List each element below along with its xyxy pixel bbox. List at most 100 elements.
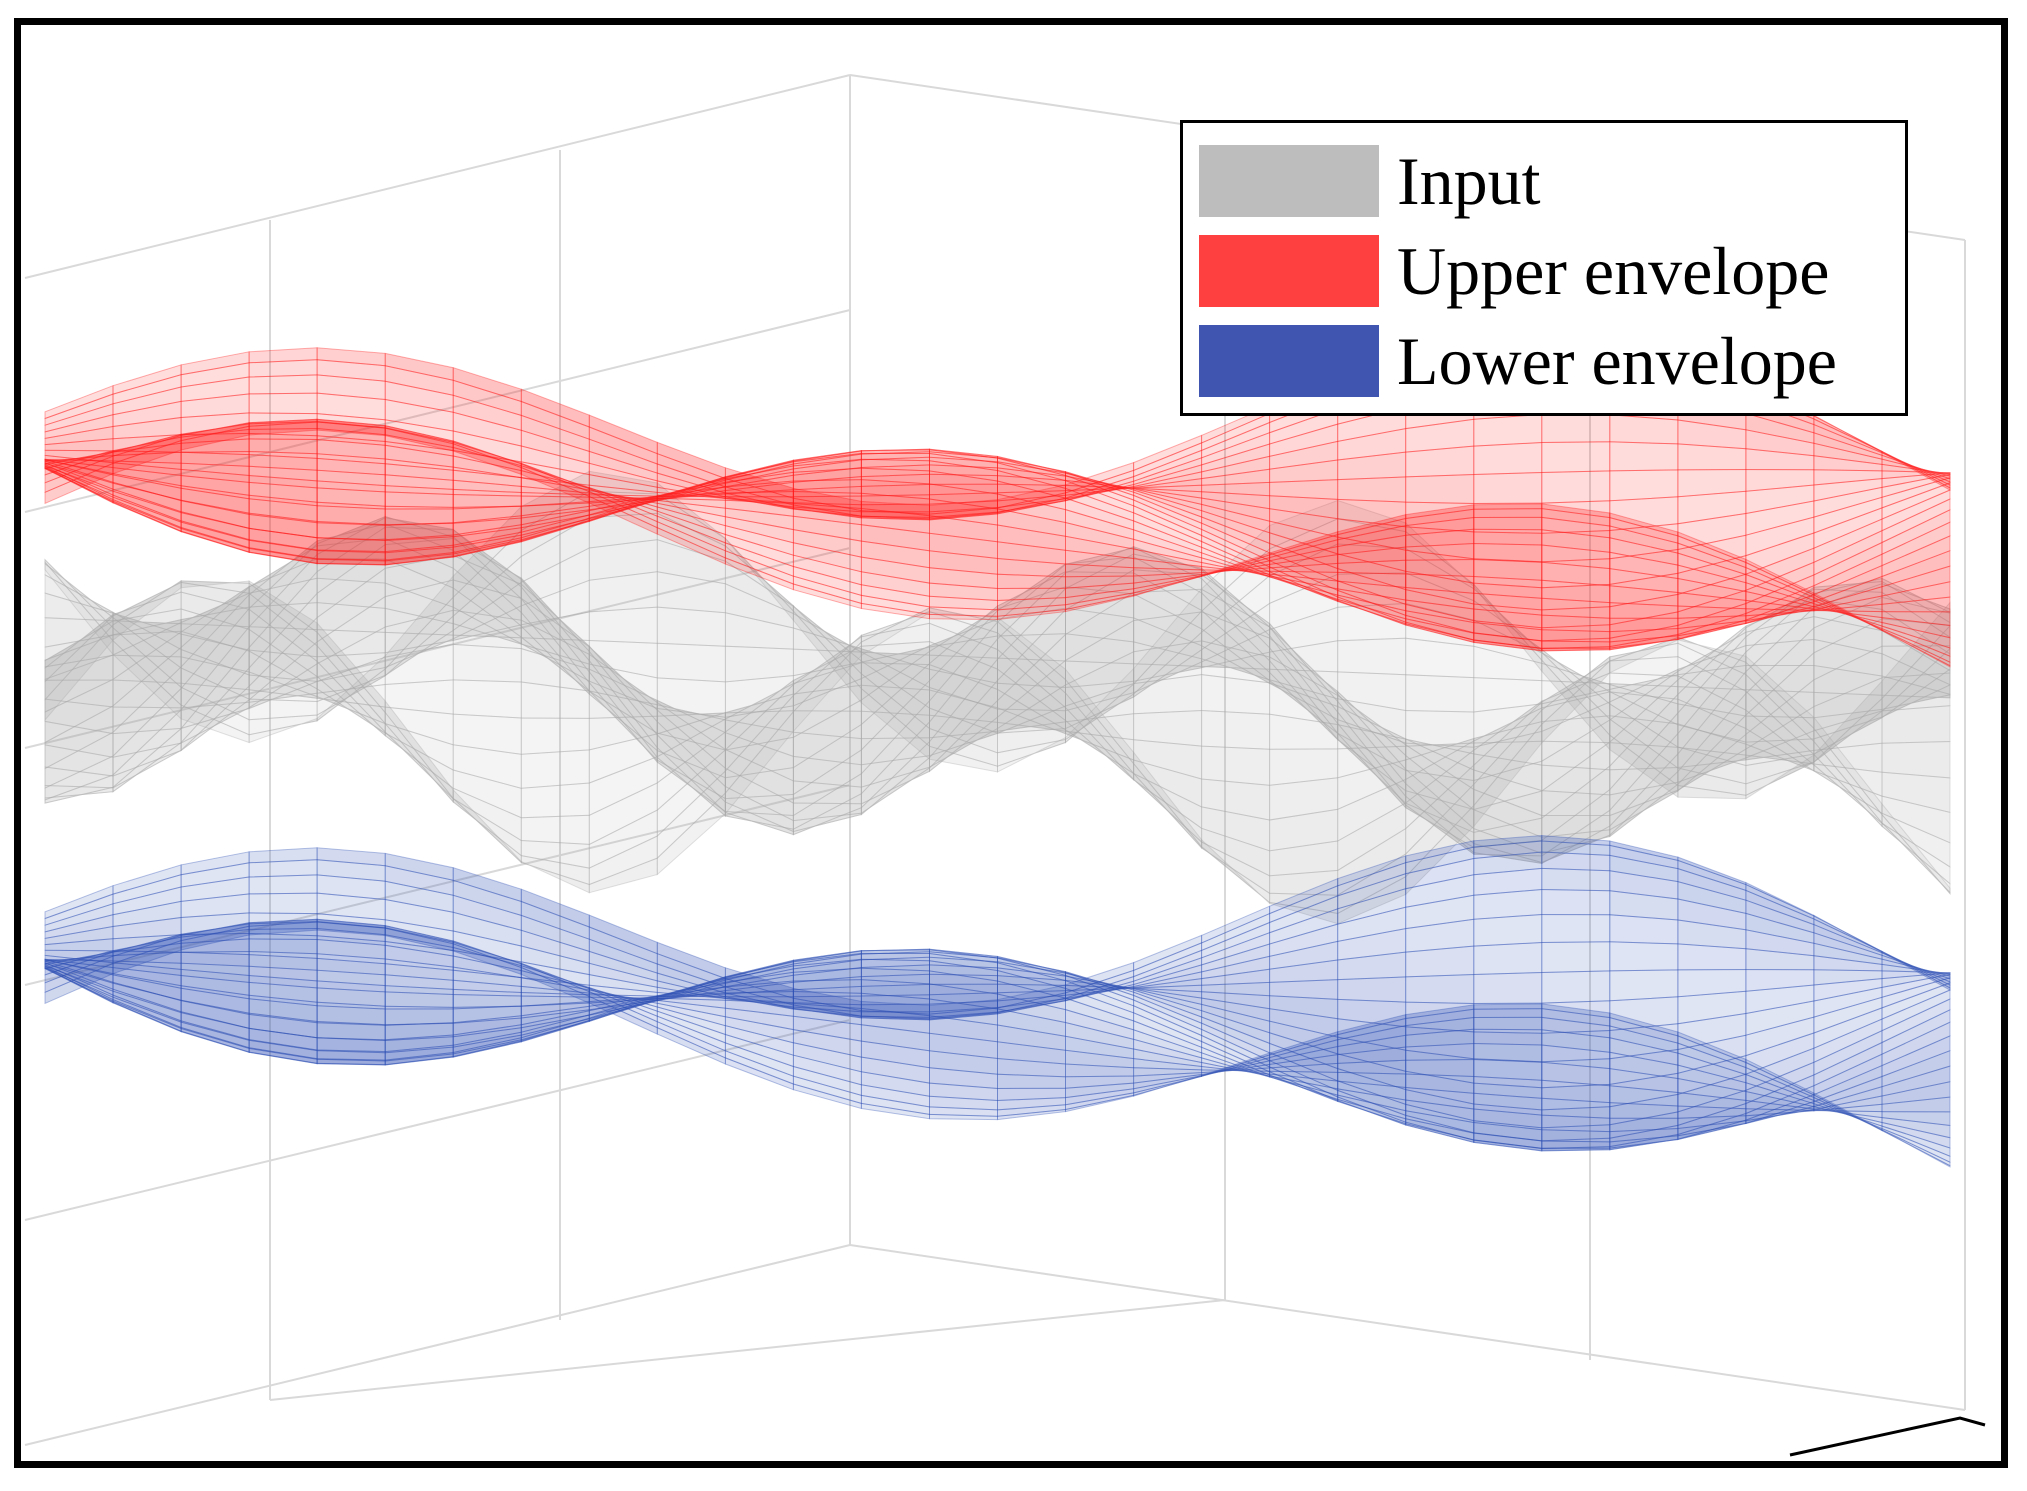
surface-patch	[248, 974, 318, 1003]
surface-patch	[1677, 1073, 1747, 1113]
surface-patch	[180, 450, 250, 467]
surface-patch	[44, 959, 114, 984]
surface-patch	[1881, 970, 1951, 980]
surface-patch	[180, 592, 250, 624]
surface-patch	[656, 986, 726, 1002]
surface-patch	[588, 998, 658, 1023]
surface-patch	[1473, 839, 1543, 857]
surface-patch	[1473, 503, 1543, 510]
surface-patch	[1609, 469, 1679, 502]
surface-patch	[1337, 602, 1407, 642]
surface-patch	[1133, 772, 1203, 850]
surface-patch	[384, 730, 454, 800]
surface-patch	[792, 953, 862, 970]
surface-patch	[1813, 942, 1883, 965]
surface-patch	[248, 1051, 318, 1065]
surface-patch	[1473, 1028, 1543, 1046]
legend-swatch-upper	[1199, 235, 1379, 307]
surface-patch	[44, 963, 114, 1001]
surface-patch	[724, 974, 794, 992]
surface-patch	[112, 934, 182, 953]
surface-patch	[1541, 672, 1611, 709]
surface-patch	[112, 886, 182, 916]
surface-patch	[1405, 521, 1475, 588]
surface-patch	[656, 990, 726, 1001]
surface-patch	[384, 898, 454, 932]
surface-patch	[452, 867, 522, 903]
surface-patch	[588, 999, 658, 1022]
surface-patch	[452, 949, 522, 979]
surface-patch	[929, 714, 998, 739]
surface-patch	[1269, 840, 1339, 877]
surface-patch	[384, 706, 454, 746]
surface-patch	[929, 1011, 998, 1021]
surface-patch	[724, 981, 794, 995]
surface-patch	[1337, 1080, 1407, 1117]
surface-patch	[384, 711, 454, 804]
surface-patch	[112, 579, 182, 626]
surface-patch	[1405, 445, 1475, 478]
surface-patch	[1405, 674, 1475, 713]
surface-patch	[44, 678, 114, 744]
surface-patch	[1065, 691, 1135, 781]
surface-patch	[1405, 737, 1475, 761]
surface-patch	[1269, 622, 1339, 703]
surface-patch	[316, 515, 386, 556]
surface-patch	[588, 755, 658, 817]
surface-patch	[1609, 783, 1679, 838]
surface-patch	[520, 991, 590, 1007]
surface-patch	[1065, 971, 1135, 997]
surface-patch	[1201, 611, 1271, 658]
surface-patch	[656, 718, 726, 784]
surface-patch	[180, 999, 250, 1030]
surface-patch	[452, 549, 522, 628]
surface-patch	[929, 707, 998, 754]
surface-patch	[1881, 582, 1951, 614]
surface-patch	[997, 736, 1066, 773]
surface-input	[44, 470, 1951, 925]
surface-patch	[1745, 749, 1815, 765]
surface-patch	[1337, 690, 1407, 771]
surface-patch	[1269, 959, 1339, 983]
surface-patch	[656, 746, 726, 818]
surface-patch	[997, 657, 1066, 689]
surface-patch	[929, 727, 998, 767]
surface-patch	[588, 962, 658, 988]
surface-patch	[1337, 1067, 1407, 1106]
surface-patch	[248, 438, 318, 455]
surface-patch	[1677, 746, 1747, 769]
surface-patch	[1473, 971, 1543, 1005]
surface-patch	[1609, 441, 1679, 472]
surface-patch	[44, 965, 114, 1004]
surface-patch	[929, 637, 998, 744]
surface-patch	[1269, 1066, 1339, 1102]
surface-patch	[1337, 759, 1407, 811]
surface-patch	[724, 705, 794, 751]
surface-patch	[1813, 638, 1883, 677]
surface-patch	[588, 997, 658, 1023]
surface-patch	[656, 481, 726, 540]
surface-patch	[520, 681, 590, 719]
surface-patch	[929, 604, 998, 665]
surface-patch	[1609, 1124, 1679, 1148]
surface-patch	[1065, 556, 1135, 574]
surface-patch	[1065, 693, 1135, 741]
surface-patch	[1201, 577, 1271, 663]
surface-patch	[384, 852, 454, 881]
surface-patch	[1405, 795, 1475, 856]
surface-patch	[1813, 596, 1883, 654]
surface-patch	[384, 643, 454, 686]
surface-patch	[44, 967, 114, 1004]
surface-patch	[792, 976, 862, 991]
surface-patch	[1541, 941, 1611, 974]
surface-patch	[1813, 770, 1883, 815]
surface-patch	[656, 991, 726, 999]
surface-patch	[929, 679, 998, 770]
surface-patch	[860, 645, 930, 680]
surface-patch	[452, 1034, 522, 1055]
surface-patch	[1473, 852, 1543, 864]
surface-patch	[1201, 968, 1271, 986]
surface-patch	[520, 624, 590, 696]
surface-patch	[1813, 915, 1883, 953]
surface-patch	[1541, 658, 1611, 752]
